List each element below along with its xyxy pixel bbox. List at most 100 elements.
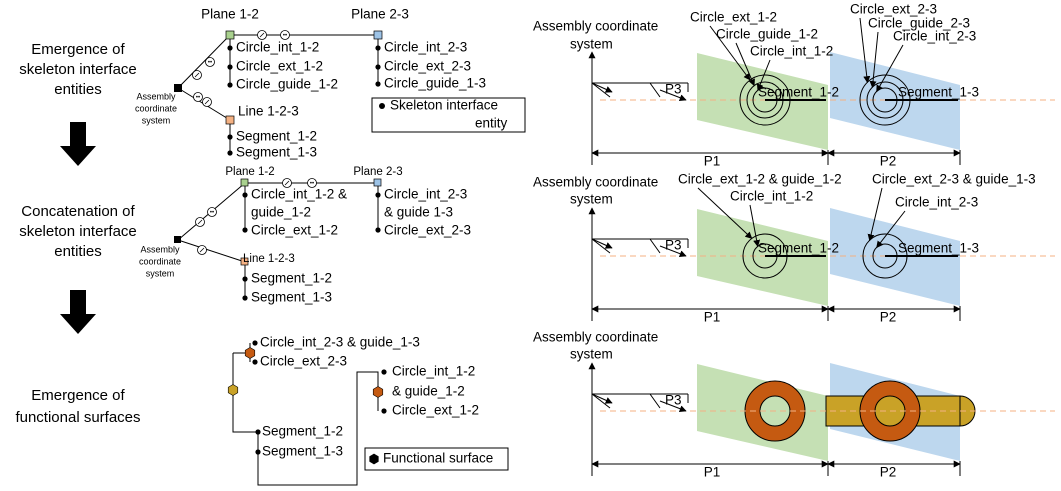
panel: Assembly coordinate system P3 P1 P2 Segment_1… (533, 172, 1055, 325)
plane-label: Plane 2-3 (351, 7, 409, 22)
entity: & guide 1-3 (384, 205, 453, 220)
dimension-label: P2 (880, 465, 897, 480)
bullet (375, 81, 381, 87)
leader (735, 42, 755, 87)
bullet (252, 359, 258, 365)
bullet (227, 134, 233, 140)
plane-label: P3 (665, 82, 682, 97)
dimension-label: P2 (880, 310, 897, 325)
bullet (375, 64, 381, 70)
bullet (255, 449, 261, 455)
relation-symbol: •• (210, 210, 214, 216)
stage-label: Concatenation of (21, 203, 135, 220)
leader (876, 210, 906, 249)
leader (749, 204, 761, 248)
plane-label: P3 (665, 393, 682, 408)
bullet (375, 192, 381, 198)
entity: Segment_1-3 (251, 290, 332, 305)
hexagon (244, 347, 256, 359)
entity: guide_1-2 (251, 205, 311, 220)
plane-label: P3 (665, 238, 682, 253)
legend: Functional surface (383, 451, 493, 466)
entity: Segment_1-2 (251, 271, 332, 286)
panel-title: system (570, 192, 613, 207)
bullet (255, 429, 261, 435)
relation-symbol: •• (283, 33, 287, 39)
dimension-label: P2 (880, 154, 897, 169)
relation-symbol (280, 30, 290, 40)
circle-label: Circle_ext_1-2 & guide_1-2 (678, 172, 842, 187)
root-label: Assembly (136, 91, 176, 101)
circle-label: Circle_ext_1-2 (690, 10, 777, 25)
root-label: system (142, 115, 171, 125)
root-label: coordinate (135, 103, 177, 113)
frame (591, 393, 688, 409)
relation-symbol (204, 99, 210, 105)
relation-symbol (207, 207, 217, 217)
relation-symbol (284, 180, 290, 186)
panel: Assembly coordinate system P3 P1 P2 Segment_1… (533, 2, 1055, 169)
frame (591, 82, 613, 93)
entity: Segment_1-3 (236, 145, 317, 160)
plane-label: Plane 2-3 (353, 166, 402, 178)
bullet (381, 369, 387, 375)
bullet (381, 408, 387, 414)
bullet (227, 45, 233, 51)
relation-symbol (199, 247, 205, 253)
entity: Circle_int_2-3 (384, 187, 467, 202)
line-label: Line 1-2-3 (238, 104, 299, 119)
hexagon (369, 453, 379, 465)
bullet (242, 276, 248, 282)
entity: Segment_1-3 (262, 444, 343, 459)
bullet (242, 192, 248, 198)
relation-symbol: •• (208, 60, 212, 66)
stage-label: Emergence of (31, 41, 125, 58)
segment-label: Segment_1-2 (758, 85, 839, 100)
segment-label: Segment_1-3 (898, 241, 979, 256)
segment-label: Segment_1-3 (898, 85, 979, 100)
entity: Segment_1-2 (236, 129, 317, 144)
dimension-label: P1 (704, 310, 721, 325)
leader (709, 25, 751, 81)
legend: entity (475, 116, 508, 131)
leader (867, 187, 883, 242)
dimension-label: P1 (704, 465, 721, 480)
tree-2: Assembly coordinate system Plane 1-2 Pla… (139, 166, 471, 305)
stage-label: entities (54, 81, 102, 98)
bullet (227, 150, 233, 156)
leader (876, 44, 904, 93)
bullet (252, 340, 258, 346)
entity: Circle_ext_2-3 (384, 223, 471, 238)
panel-title: Assembly coordinate (533, 330, 658, 345)
bullet (242, 295, 248, 301)
stage-label: functional surfaces (15, 409, 140, 426)
plane-label: Plane 1-2 (201, 7, 259, 22)
relation-symbol (197, 219, 203, 225)
frame (591, 82, 688, 98)
entity: Circle_int_1-2 & (251, 187, 347, 202)
root-label: system (146, 268, 175, 278)
hexagon (372, 386, 384, 398)
panel-title: Assembly coordinate (533, 175, 658, 190)
tree-1: Assembly coordinate system Plane 1-2 Pla… (135, 7, 526, 160)
circle-label: Circle_ext_2-3 (850, 2, 937, 17)
panel: Assembly coordinate system P3 P1 P2 (533, 330, 1055, 480)
panel-title: system (570, 37, 613, 52)
entity: & guide_1-2 (392, 384, 465, 399)
entity: Circle_ext_2-3 (384, 59, 471, 74)
right-column: Assembly coordinate system P3 P1 P2 Segment_1… (533, 2, 1055, 480)
stage-label: skeleton interface (19, 61, 137, 78)
relation-symbol (193, 92, 203, 102)
tree-3: Circle_int_2-3 & guide_1-3 Circle_ext_2-… (232, 335, 509, 486)
bullet (227, 82, 233, 88)
plane-green (697, 209, 828, 306)
down-arrow (60, 290, 96, 334)
legend: Skeleton interface (390, 98, 498, 113)
entity: Circle_ext_2-3 (260, 354, 347, 369)
stage-label: skeleton interface (19, 223, 137, 240)
frame (659, 394, 688, 411)
left-column: Emergence of skeleton interface entities… (15, 41, 140, 426)
entity: Circle_int_1-2 (392, 364, 475, 379)
relation-symbol: •• (310, 181, 314, 187)
